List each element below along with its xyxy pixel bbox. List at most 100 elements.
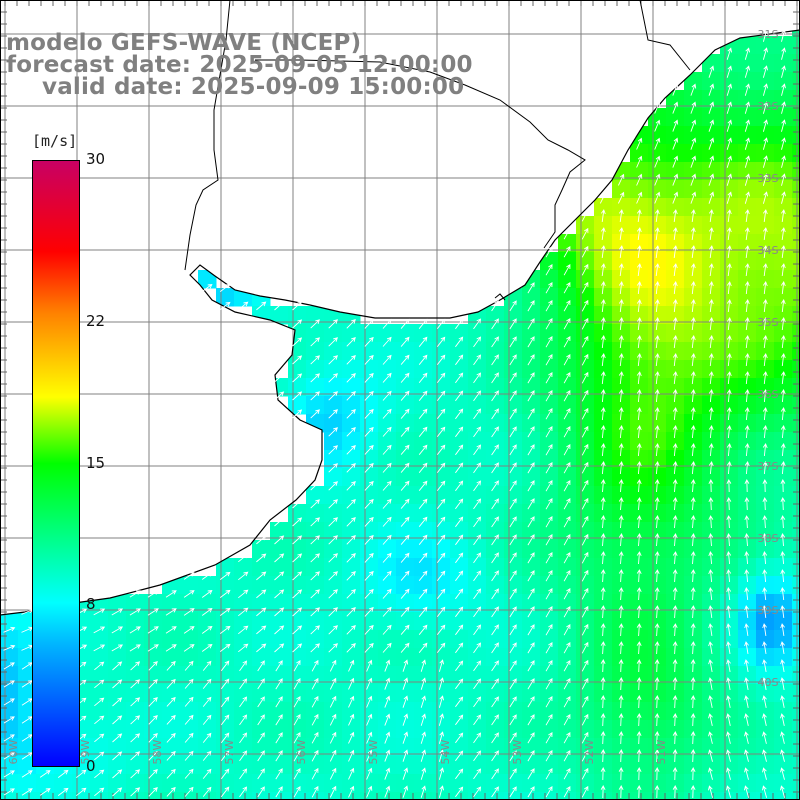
wind-arrow <box>509 750 517 762</box>
lon-label: 52W <box>583 739 596 764</box>
field-cell <box>792 774 800 793</box>
wind-arrow <box>509 714 517 726</box>
field-cell <box>504 684 523 703</box>
wind-arrow <box>201 607 213 616</box>
field-cell <box>792 612 800 631</box>
field-cell <box>234 630 253 649</box>
field-cell <box>396 450 415 469</box>
wind-arrow <box>581 749 589 762</box>
field-cell <box>612 738 631 757</box>
field-cell <box>522 702 541 721</box>
wind-arrow <box>780 317 786 331</box>
wind-arrow <box>418 390 428 401</box>
field-cell <box>360 648 379 667</box>
field-cell <box>324 612 343 631</box>
wind-arrow <box>509 408 517 420</box>
field-cell <box>792 792 800 800</box>
wind-arrow <box>166 660 176 671</box>
wind-arrow <box>366 785 373 798</box>
wind-arrow <box>21 770 33 778</box>
field-cell <box>594 702 613 721</box>
field-cell <box>414 702 433 721</box>
field-cell <box>774 180 793 199</box>
wind-arrow <box>257 786 265 798</box>
wind-arrow <box>346 445 356 455</box>
wind-arrow <box>148 679 158 689</box>
wind-arrow <box>690 659 696 673</box>
field-cell <box>756 306 775 325</box>
wind-arrow <box>581 659 589 672</box>
wind-arrow <box>708 659 713 672</box>
wind-arrow <box>509 300 517 312</box>
wind-arrow <box>690 209 696 222</box>
wind-arrow <box>762 227 768 240</box>
wind-arrow <box>563 587 571 600</box>
field-cell <box>396 774 415 793</box>
field-cell <box>234 648 253 667</box>
field-cell <box>666 126 685 145</box>
field-cell <box>576 540 595 559</box>
wind-arrow <box>384 785 391 798</box>
wind-arrow <box>618 407 624 421</box>
wind-arrow <box>563 371 571 384</box>
wind-arrow <box>473 480 482 492</box>
field-cell <box>666 180 685 199</box>
field-cell <box>378 558 397 577</box>
field-cell <box>468 468 487 487</box>
wind-arrow <box>581 695 589 708</box>
field-cell <box>414 720 433 739</box>
field-cell <box>216 684 235 703</box>
field-cell <box>666 774 685 793</box>
wind-arrow <box>455 336 464 348</box>
field-cell <box>270 702 289 721</box>
wind-arrow <box>654 371 660 385</box>
wind-arrow <box>384 677 391 690</box>
wind-arrow <box>292 319 303 329</box>
field-cell <box>468 378 487 397</box>
wind-arrow <box>455 480 464 492</box>
wind-arrow <box>744 263 750 277</box>
wind-arrow <box>311 785 319 798</box>
wind-arrow <box>183 644 195 652</box>
wind-arrow <box>618 281 624 295</box>
field-cell <box>198 774 217 793</box>
wind-arrow <box>382 642 392 653</box>
wind-arrow <box>600 767 606 781</box>
wind-arrow <box>581 731 589 744</box>
field-cell <box>378 450 397 469</box>
wind-arrow <box>491 336 499 348</box>
wind-arrow <box>527 516 535 528</box>
wind-arrow <box>418 498 428 509</box>
field-cell <box>702 756 721 775</box>
wind-arrow <box>708 497 714 511</box>
field-cell <box>306 792 325 800</box>
field-cell <box>486 738 505 757</box>
field-cell <box>630 684 649 703</box>
wind-arrow <box>346 499 356 509</box>
field-cell <box>144 774 163 793</box>
field-cell <box>594 288 613 307</box>
field-cell <box>396 324 415 343</box>
field-cell <box>180 576 199 595</box>
field-cell <box>756 54 775 73</box>
wind-arrow <box>256 553 267 563</box>
field-cell <box>378 630 397 649</box>
wind-arrow <box>672 605 678 619</box>
wind-arrow <box>436 408 446 419</box>
wind-arrow <box>617 173 625 186</box>
wind-arrow <box>744 101 751 114</box>
wind-arrow <box>184 750 194 761</box>
field-cell <box>504 630 523 649</box>
field-cell <box>576 558 595 577</box>
field-cell <box>126 594 145 613</box>
field-cell <box>522 558 541 577</box>
wind-arrow <box>455 714 464 726</box>
wind-arrow <box>292 571 303 581</box>
field-cell <box>558 504 577 523</box>
field-cell <box>558 234 577 253</box>
wind-arrow <box>366 695 373 708</box>
wind-arrow <box>780 443 786 457</box>
wind-arrow <box>600 785 606 799</box>
field-cell <box>162 774 181 793</box>
wind-arrow <box>329 731 337 744</box>
